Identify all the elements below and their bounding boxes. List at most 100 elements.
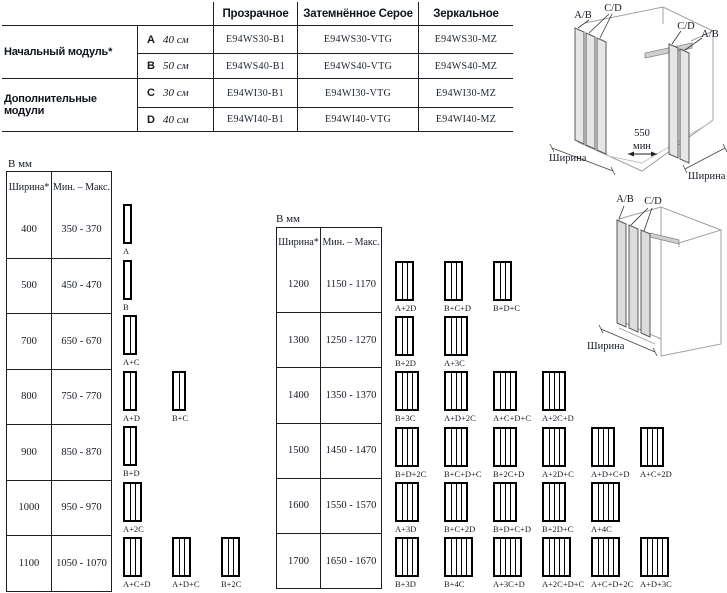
corner-shower-diagram: A/B C/D C/D A/B 550 мин Ширина Ширина	[549, 3, 727, 182]
config-row: B+2D A+3C	[395, 312, 725, 368]
glass-panel	[598, 538, 603, 575]
config-label: A+C+D+2C	[591, 578, 634, 589]
config-A+C+D+2C: A+C+D+2C	[591, 536, 636, 589]
width-range: 1550 - 1570	[320, 478, 381, 533]
width-value: 1600	[288, 500, 309, 512]
header-range: Мин. – Макс.	[320, 228, 381, 257]
glass-panel	[603, 483, 608, 520]
header-range: Мин. – Макс.	[51, 172, 111, 202]
glass-panel	[130, 483, 135, 520]
left-panel-group	[574, 27, 607, 155]
width-value: 700	[21, 335, 37, 347]
glass-panel	[456, 483, 461, 520]
table-corner-empty2	[137, 2, 213, 26]
glass-panel	[402, 318, 407, 355]
glass-panel	[652, 428, 657, 465]
label-ab: A/B	[616, 194, 634, 205]
width-value: 1300	[288, 334, 309, 346]
header-width: Ширина*	[8, 181, 50, 193]
glass-panel	[559, 483, 564, 520]
glass-panel	[223, 539, 228, 575]
width-table-left: Ширина* Мин. – Макс. 400 350 - 370 500 450 …	[6, 171, 112, 592]
panel-diagram	[444, 316, 468, 357]
glass-panel	[412, 428, 417, 465]
width-value: 500	[21, 280, 37, 292]
glass-panel	[125, 206, 130, 242]
glass-panel	[495, 373, 500, 410]
config-row: A+3D B+C+2D B+D+C+D B+2D+C A+4C	[395, 478, 725, 534]
code-cell: E94WS40-VTG	[297, 54, 418, 79]
width-dim	[598, 324, 658, 357]
glass-panel	[495, 428, 500, 465]
width-value: 800	[21, 391, 37, 403]
code-cell: E94WI30-VTG	[297, 79, 418, 108]
glass-panel	[130, 539, 135, 575]
panel-diagram	[493, 426, 517, 467]
code-cell: E94WI40-B1	[213, 108, 297, 132]
glass-panel	[495, 263, 500, 299]
glass-panel	[510, 483, 515, 520]
config-label: A+D+C+D	[591, 468, 630, 479]
code-cell: E94WI30-B1	[213, 79, 297, 108]
label-cd-left: C/D	[604, 3, 622, 14]
config-A+4C: A+4C	[591, 481, 636, 534]
width-range: 750 - 770	[51, 369, 111, 424]
glass-panel	[451, 483, 456, 520]
width-row: 1200 1150 - 1170	[277, 257, 381, 313]
glass-panel	[125, 317, 130, 353]
panel-diagram	[542, 426, 566, 467]
config-label: A+2C+D	[542, 413, 574, 424]
glass-panel	[451, 318, 456, 355]
config-A+D+C: A+D+C	[172, 537, 217, 592]
config-label: B+3C	[395, 413, 416, 424]
glass-panel	[412, 373, 417, 410]
code-cell: E94WS30-VTG	[297, 26, 418, 54]
panel-diagram	[493, 371, 517, 412]
width-value: 400	[21, 224, 37, 236]
module-letter: A	[147, 33, 155, 46]
config-row: A	[123, 203, 283, 259]
width-table-header: Ширина* Мин. – Макс.	[7, 172, 111, 202]
config-B+D+C: B+D+C	[493, 261, 538, 313]
config-diagrams-left: A B A+C A+D B+C B+D A+2C A+C+D A+D+C B+2C	[123, 203, 283, 592]
tray-inner-edge	[607, 121, 712, 164]
glass-panel	[598, 483, 603, 520]
code-cell: E94WI40-MZ	[418, 108, 513, 132]
glass-panel	[402, 263, 407, 299]
wall-shower-diagram: A/B C/D Ширина	[587, 194, 723, 357]
glass-panel	[456, 538, 461, 575]
glass-panel	[461, 428, 466, 465]
glass-panel	[559, 373, 564, 410]
top-face	[618, 206, 723, 244]
config-label: B+2C+D	[493, 468, 525, 479]
glass-panel	[407, 538, 412, 575]
config-A+D+C+D: A+D+C+D	[591, 426, 636, 479]
glass-panel	[559, 538, 564, 575]
config-B+3D: B+3D	[395, 536, 440, 589]
code-cell: E94WS40-MZ	[418, 54, 513, 79]
glass-panel	[125, 261, 130, 298]
width-value: 1500	[288, 445, 309, 457]
glass-panel	[642, 538, 647, 575]
width-value: 1700	[288, 555, 309, 567]
config-B+D+C+D: B+D+C+D	[493, 481, 538, 534]
glass-panel	[616, 219, 627, 328]
config-B: B	[123, 259, 168, 315]
top-opening-edge	[584, 6, 715, 42]
code-cell: E94WI40-VTG	[297, 108, 418, 132]
pointer-line	[643, 207, 653, 232]
width-row: 500 450 - 470	[7, 257, 111, 313]
config-label: B+C+D+C	[444, 468, 482, 479]
glass-panel	[446, 538, 451, 575]
glass-panel	[135, 483, 140, 520]
column-header-transparent: Прозрачное	[213, 2, 297, 26]
width-value: 900	[21, 446, 37, 458]
panel-diagram	[444, 371, 468, 412]
panel-diagram	[493, 536, 522, 577]
width-table-middle: Ширина* Мин. – Макс. 1200 1150 - 1170 1300…	[276, 227, 382, 590]
glass-panel	[554, 373, 559, 410]
config-label: A+4C	[591, 523, 612, 534]
column-header-mirror: Зеркальное	[418, 2, 513, 26]
config-B+C+D+C: B+C+D+C	[444, 426, 489, 479]
code-cell: E94WS40-B1	[213, 54, 297, 79]
